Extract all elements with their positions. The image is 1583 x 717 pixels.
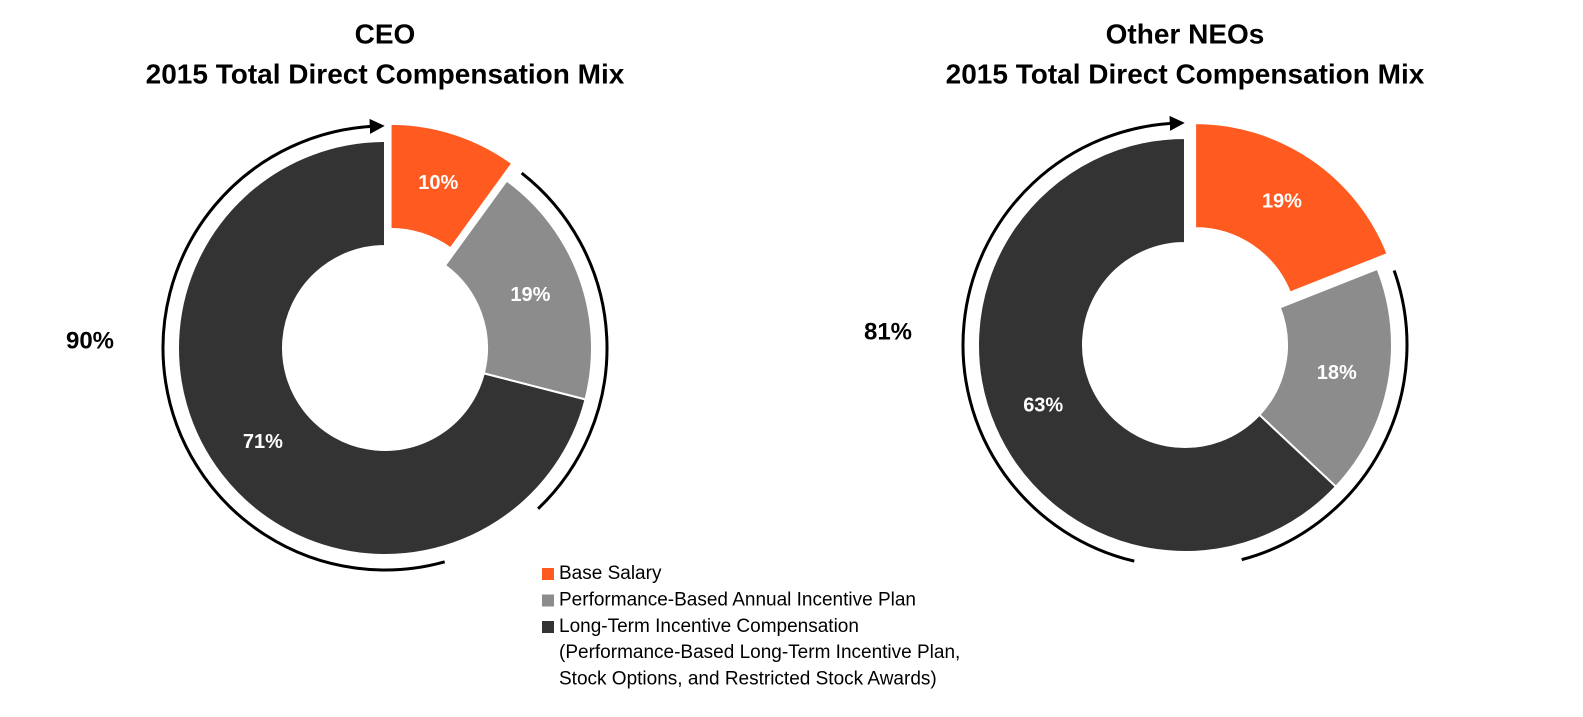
bracket-arc (961, 115, 1185, 563)
chart-subtitle: 2015 Total Direct Compensation Mix (946, 58, 1425, 89)
value-label: 63% (1023, 395, 1063, 417)
donut-slice (977, 136, 1338, 553)
legend-swatch (542, 568, 554, 580)
legend-label: Base Salary (559, 563, 662, 584)
donut-slice (1257, 267, 1393, 489)
donut-slice (389, 122, 514, 250)
value-label: 19% (510, 284, 550, 306)
legend-note: Stock Options, and Restricted Stock Awar… (559, 669, 937, 690)
donut-slice (443, 179, 593, 401)
value-label: 10% (418, 172, 458, 194)
legend-swatch (542, 621, 554, 633)
value-label: 19% (1262, 191, 1302, 213)
legend-swatch (542, 594, 554, 607)
chart-title: CEO (355, 18, 416, 49)
chart-subtitle: 2015 Total Direct Compensation Mix (146, 58, 625, 89)
legend-label: Long-Term Incentive Compensation (559, 616, 859, 637)
value-label: 18% (1317, 362, 1357, 384)
legend-label: Performance-Based Annual Incentive Plan (559, 590, 916, 611)
donut-slice (177, 139, 587, 556)
donut-slice (1194, 122, 1389, 294)
annotation: 90% (66, 327, 114, 354)
annotation: 81% (864, 318, 912, 345)
legend-note: (Performance-Based Long-Term Incentive P… (559, 642, 960, 663)
bracket-arc (520, 171, 609, 510)
chart-title: Other NEOs (1106, 18, 1265, 49)
value-label: 71% (243, 431, 283, 453)
bracket-arc (161, 118, 446, 572)
bracket-arc (1241, 270, 1409, 562)
